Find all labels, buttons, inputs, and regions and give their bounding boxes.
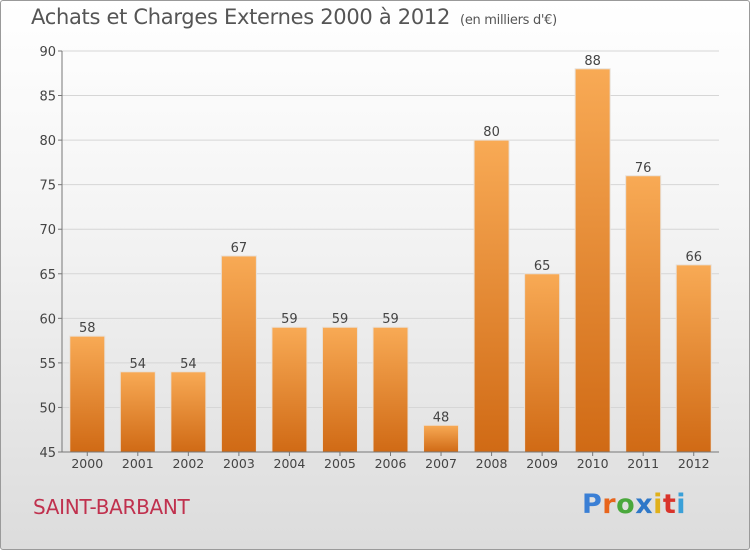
bar-2010	[574, 68, 611, 453]
x-tick-label: 2003	[223, 456, 255, 471]
x-tick-label: 2007	[425, 456, 457, 471]
logo-letter: P	[582, 489, 603, 520]
data-label: 48	[433, 410, 450, 425]
logo-letter: i	[653, 489, 663, 520]
bar-2009	[524, 273, 561, 453]
y-tick-label: 60	[39, 312, 56, 327]
chart-title: Achats et Charges Externes 2000 à 2012 (e…	[31, 5, 557, 29]
x-tick-label: 2005	[324, 456, 356, 471]
data-label: 66	[685, 250, 702, 265]
chart-unit: (en milliers d'€)	[460, 13, 557, 28]
commune-name: SAINT-BARBANT	[33, 495, 190, 519]
y-tick-label: 65	[39, 268, 56, 283]
logo-letter: r	[602, 489, 617, 520]
data-label: 54	[180, 357, 197, 372]
logo-letter: o	[616, 489, 636, 520]
data-label: 67	[231, 241, 248, 256]
data-label: 88	[584, 54, 601, 69]
logo-letter: x	[635, 489, 654, 520]
proxiti-logo: Proxiti	[582, 489, 686, 520]
y-tick-label: 85	[39, 90, 56, 105]
chart-title-text: Achats et Charges Externes 2000 à 2012	[31, 5, 451, 29]
x-tick-label: 2012	[678, 456, 710, 471]
x-tick-label: 2001	[122, 456, 154, 471]
bar-2011	[625, 175, 662, 453]
y-tick-label: 75	[39, 179, 56, 194]
x-tick-label: 2010	[577, 456, 609, 471]
data-label: 76	[635, 161, 652, 176]
x-tick-label: 2004	[274, 456, 306, 471]
y-tick-label: 90	[39, 45, 56, 60]
data-label: 59	[382, 312, 399, 327]
x-tick-label: 2009	[526, 456, 558, 471]
data-label: 58	[79, 321, 96, 336]
bars: 58 54 54 67 59 59 59 48 80 65 88 76 66	[69, 54, 712, 453]
logo-letter: t	[662, 489, 677, 520]
y-tick-label: 55	[39, 357, 56, 372]
x-tick-label: 2006	[375, 456, 407, 471]
x-tick-label: 2011	[627, 456, 659, 471]
data-label: 59	[281, 312, 298, 327]
data-label: 65	[534, 259, 551, 274]
bar-2004	[271, 326, 308, 453]
y-tick-label: 50	[39, 401, 56, 416]
bar-2006	[372, 326, 409, 453]
y-tick-label: 80	[39, 134, 56, 149]
bar-2012	[675, 264, 712, 453]
bar-2003	[220, 255, 257, 453]
bar-2005	[321, 326, 358, 453]
axes: 45 50 55 60 65 70 75 80 85 90 2000 2001 2002 2003 2004…	[39, 45, 719, 471]
data-label: 80	[483, 125, 500, 140]
x-tick-label: 2000	[71, 456, 103, 471]
data-label: 59	[332, 312, 349, 327]
y-tick-label: 70	[39, 223, 56, 238]
bar-2008	[473, 139, 510, 453]
bar-2000	[69, 335, 106, 453]
bar-2007	[423, 424, 460, 453]
logo-letter: i	[676, 489, 687, 520]
y-tick-label: 45	[39, 446, 56, 461]
bar-2002	[170, 371, 207, 453]
data-label: 54	[130, 357, 147, 372]
bar-2001	[119, 371, 156, 453]
x-tick-label: 2008	[476, 456, 508, 471]
x-tick-label: 2002	[172, 456, 204, 471]
